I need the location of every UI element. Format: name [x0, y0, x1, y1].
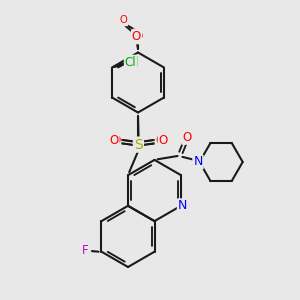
Text: O: O — [156, 134, 165, 148]
Text: Cl: Cl — [125, 56, 136, 69]
Text: S: S — [134, 138, 142, 151]
Text: O: O — [132, 30, 141, 44]
Text: O: O — [182, 131, 191, 144]
Text: O: O — [111, 134, 120, 148]
Text: O: O — [120, 15, 128, 26]
Text: N: N — [178, 199, 187, 212]
Text: O: O — [159, 134, 168, 147]
Text: O: O — [134, 29, 142, 43]
Text: F: F — [82, 244, 88, 257]
Text: Cl: Cl — [128, 56, 140, 70]
Text: S: S — [134, 138, 143, 152]
Text: N: N — [193, 155, 203, 169]
Text: O: O — [110, 134, 118, 147]
